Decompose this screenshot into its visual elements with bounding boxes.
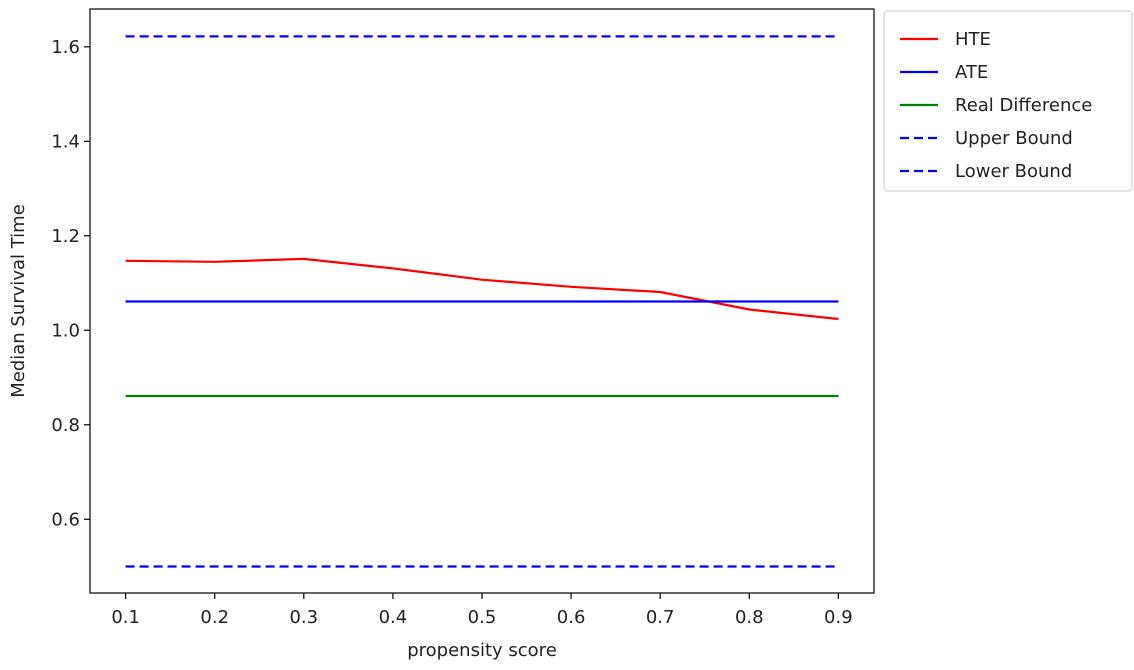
x-axis: 0.1 0.2 0.3 0.4 0.5 0.6 0.7 0.8 0.9	[111, 593, 853, 628]
y-tick-label: 1.2	[51, 226, 80, 247]
legend-label-ate: ATE	[955, 62, 988, 83]
x-tick-label: 0.7	[646, 607, 675, 628]
x-tick-label: 0.5	[468, 607, 497, 628]
y-tick-label: 1.6	[51, 37, 80, 58]
legend-label-hte: HTE	[955, 29, 991, 50]
legend-box	[883, 10, 1133, 192]
x-tick-label: 0.9	[824, 607, 853, 628]
y-tick-label: 0.8	[51, 415, 80, 436]
legend-label-lower-bound: Lower Bound	[955, 161, 1072, 182]
x-tick-label: 0.1	[111, 607, 140, 628]
x-tick-label: 0.6	[557, 607, 586, 628]
series-line-hte	[125, 257, 839, 321]
legend-label-upper-bound: Upper Bound	[955, 128, 1073, 149]
y-tick-label: 0.6	[51, 509, 80, 530]
x-tick-label: 0.8	[735, 607, 764, 628]
x-tick-label: 0.2	[200, 607, 229, 628]
y-axis-label: Median Survival Time	[8, 204, 29, 398]
x-tick-label: 0.4	[379, 607, 408, 628]
x-axis-label: propensity score	[407, 640, 557, 661]
y-axis: 0.6 0.8 1.0 1.2 1.4 1.6	[51, 37, 90, 530]
legend-items: HTE ATE Real Difference Upper Bound Lower Bo…	[900, 29, 1092, 182]
legend-label-real-difference: Real Difference	[955, 95, 1092, 116]
series-layer	[125, 35, 839, 568]
x-tick-label: 0.3	[289, 607, 318, 628]
y-tick-label: 1.0	[51, 320, 80, 341]
legend: HTE ATE Real Difference Upper Bound Lower Bo…	[883, 10, 1133, 192]
y-tick-label: 1.4	[51, 131, 80, 152]
